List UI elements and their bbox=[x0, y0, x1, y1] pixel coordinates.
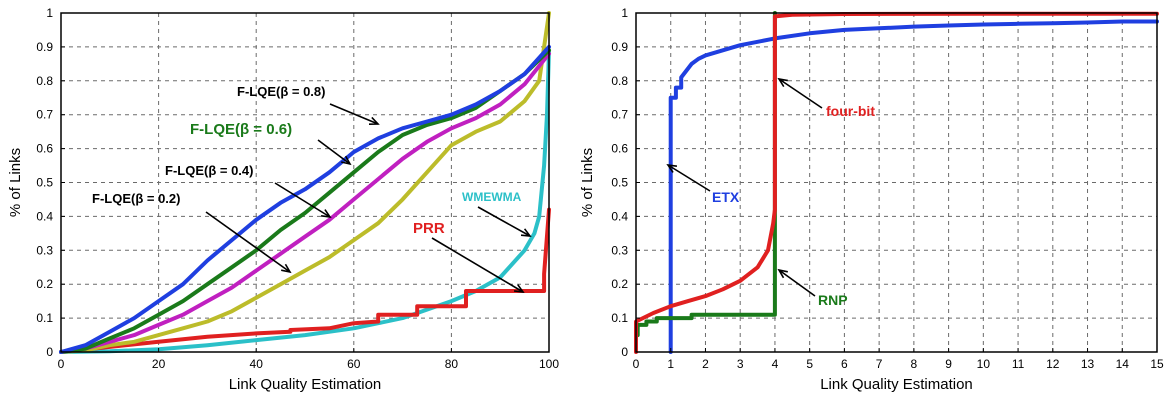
arrow-head bbox=[513, 284, 525, 294]
annotation-label: RNP bbox=[818, 292, 848, 308]
x-tick-label: 11 bbox=[1012, 357, 1025, 371]
arrow-shaft bbox=[667, 164, 711, 192]
annotation-arrow bbox=[205, 211, 292, 274]
arrow-head bbox=[368, 116, 380, 126]
y-tick-label: 0.3 bbox=[611, 243, 628, 257]
y-tick-label: 0.9 bbox=[611, 40, 628, 54]
x-tick-label: 13 bbox=[1081, 357, 1095, 371]
arrow-shaft bbox=[778, 78, 823, 109]
x-axis-label: Link Quality Estimation bbox=[229, 376, 382, 393]
series-line-f-lqe-0-2- bbox=[59, 11, 551, 354]
x-tick-label: 6 bbox=[841, 357, 848, 371]
arrow-shaft bbox=[317, 139, 351, 165]
annotation-label: F-LQE(β = 0.4) bbox=[165, 163, 253, 178]
x-tick-label: 20 bbox=[152, 357, 166, 371]
annotation-arrow bbox=[777, 77, 823, 109]
arrow-shaft bbox=[431, 237, 524, 293]
y-tick-label: 0.2 bbox=[611, 277, 628, 291]
arrow-head bbox=[281, 263, 292, 274]
annotation-label: PRR bbox=[413, 220, 445, 237]
y-tick-label: 0 bbox=[46, 345, 53, 359]
y-tick-label: 0.3 bbox=[36, 243, 53, 257]
chart-panel-2: 0 1 2 3 4 5 6 7 8 9 10 11 12 13 14 1500.10.20.30.40.50.… bbox=[579, 6, 1164, 393]
x-tick-label: 100 bbox=[539, 357, 559, 371]
x-tick-label: 12 bbox=[1046, 357, 1060, 371]
x-tick-label: 0 bbox=[58, 357, 65, 371]
series-line-f-lqe-0-6- bbox=[59, 48, 551, 354]
annotation-label: F-LQE(β = 0.8) bbox=[237, 84, 325, 99]
y-tick-label: 1 bbox=[46, 6, 53, 20]
x-tick-label: 60 bbox=[347, 357, 361, 371]
y-axis-label: % of Links bbox=[7, 148, 24, 217]
grid bbox=[61, 13, 549, 352]
arrow-shaft bbox=[778, 269, 816, 297]
arrow-head bbox=[520, 228, 532, 237]
series-line-f-lqe-0-4- bbox=[59, 51, 551, 354]
annotation-arrow bbox=[666, 163, 711, 192]
series-line-rnp bbox=[635, 11, 777, 338]
x-tick-label: 14 bbox=[1116, 357, 1130, 371]
y-tick-label: 0 bbox=[621, 345, 628, 359]
y-tick-label: 0.2 bbox=[36, 277, 53, 291]
x-tick-label: 3 bbox=[737, 357, 744, 371]
x-tick-label: 9 bbox=[945, 357, 952, 371]
annotation-arrow bbox=[477, 206, 532, 237]
y-tick-label: 0.5 bbox=[36, 176, 53, 190]
annotation-label: F-LQE(β = 0.6) bbox=[190, 121, 292, 138]
annotation-label: four-bit bbox=[826, 103, 875, 119]
x-tick-label: 5 bbox=[806, 357, 813, 371]
arrow-head bbox=[320, 209, 332, 219]
arrow-shaft bbox=[477, 206, 531, 237]
y-axis-label: % of Links bbox=[579, 148, 596, 217]
annotation-label: F-LQE(β = 0.2) bbox=[92, 191, 180, 206]
y-tick-label: 0.6 bbox=[611, 142, 628, 156]
y-tick-label: 0.7 bbox=[611, 108, 628, 122]
y-tick-label: 0.6 bbox=[36, 142, 53, 156]
x-tick-label: 10 bbox=[977, 357, 991, 371]
arrow-shaft bbox=[205, 211, 291, 273]
x-tick-label: 1 bbox=[667, 357, 674, 371]
y-tick-label: 0.5 bbox=[611, 176, 628, 190]
x-tick-label: 2 bbox=[702, 357, 709, 371]
annotation-arrow bbox=[431, 237, 525, 294]
x-tick-label: 0 bbox=[633, 357, 640, 371]
y-tick-label: 0.4 bbox=[611, 209, 628, 223]
chart-panel-1: 0 20 40 60 80 100 0 0.1 0.2 0.3 0.4 0.5 0.6 0.7 0.8 0.9… bbox=[7, 6, 559, 393]
x-axis-label: Link Quality Estimation bbox=[820, 376, 973, 393]
x-tick-label: 7 bbox=[876, 357, 883, 371]
arrow-shaft bbox=[329, 103, 379, 125]
arrow-shaft bbox=[274, 182, 331, 218]
annotation-label: ETX bbox=[712, 189, 740, 205]
y-tick-label: 0.1 bbox=[36, 311, 53, 325]
x-tick-label: 8 bbox=[911, 357, 918, 371]
y-tick-label: 0.4 bbox=[36, 209, 53, 223]
annotation-label: WMEWMA bbox=[462, 190, 522, 204]
y-tick-label: 0.8 bbox=[36, 74, 53, 88]
y-tick-label: 0.1 bbox=[611, 311, 628, 325]
series-line-four-bit bbox=[634, 11, 1159, 354]
series-line-etx bbox=[668, 19, 1159, 354]
x-tick-label: 40 bbox=[250, 357, 264, 371]
arrow-head bbox=[777, 268, 788, 279]
arrow-head bbox=[777, 77, 789, 88]
y-tick-label: 0.7 bbox=[36, 108, 53, 122]
series-line-prr bbox=[59, 207, 551, 354]
annotation-arrow bbox=[329, 103, 380, 126]
annotation-arrow bbox=[274, 182, 332, 219]
arrow-head bbox=[341, 155, 352, 166]
arrow-head bbox=[666, 163, 678, 173]
annotation-arrow bbox=[777, 268, 816, 297]
x-tick-label: 80 bbox=[445, 357, 459, 371]
series-line-f-lqe-0-8- bbox=[59, 44, 551, 354]
y-tick-label: 0.8 bbox=[611, 74, 628, 88]
y-tick-label: 0.9 bbox=[36, 40, 53, 54]
series-line-wmewma bbox=[59, 48, 551, 354]
x-tick-label: 15 bbox=[1150, 357, 1164, 371]
annotation-arrow bbox=[317, 139, 352, 166]
y-tick-label: 1 bbox=[621, 6, 628, 20]
x-tick-label: 4 bbox=[772, 357, 779, 371]
grid bbox=[636, 13, 1157, 352]
